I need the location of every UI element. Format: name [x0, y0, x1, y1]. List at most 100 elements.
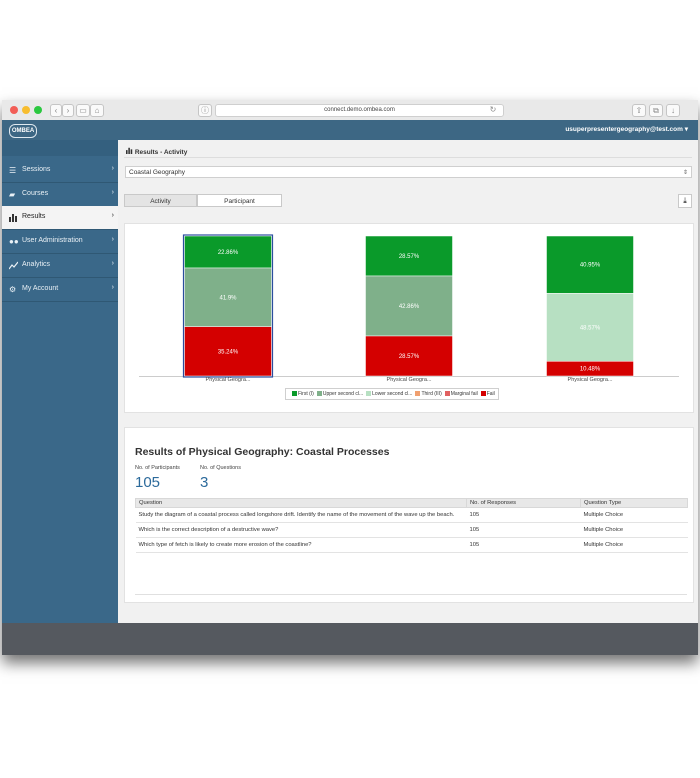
download-button[interactable]: ⤓: [678, 194, 692, 208]
sidebar-item-label: Analytics: [22, 261, 51, 268]
results-summary-card: Results of Physical Geography: Coastal P…: [124, 427, 694, 603]
session-select[interactable]: Coastal Geography ⇕: [125, 166, 692, 178]
bar-segment-3-3[interactable]: [546, 293, 634, 362]
legend-item[interactable]: Upper second cl...: [314, 391, 363, 397]
session-select-value: Coastal Geography: [129, 169, 186, 176]
line-chart-icon: [8, 261, 19, 270]
download-manager-icon[interactable]: ↓: [666, 104, 680, 117]
chevron-right-icon: ›: [111, 260, 114, 267]
info-icon[interactable]: ⓘ: [198, 104, 212, 117]
legend-item[interactable]: Marginal fail: [442, 391, 478, 397]
sidebar-item-sessions[interactable]: ☰ Sessions ›: [2, 159, 118, 183]
table-row[interactable]: Study the diagram of a coastal process c…: [135, 507, 688, 523]
questions-label: No. of Questions: [200, 465, 241, 471]
bar-segment-1-1[interactable]: [184, 235, 272, 269]
legend-label: First (I): [298, 391, 314, 397]
bar-segment-1-6[interactable]: [184, 326, 272, 377]
category-label: Physical Geogra...: [386, 377, 432, 383]
type-cell: Multiple Choice: [580, 537, 688, 553]
legend-swatch: [366, 391, 372, 397]
chevron-right-icon: ›: [111, 236, 114, 243]
bar-value-label: 35.24%: [218, 349, 239, 355]
results-title: Results of Physical Geography: Coastal P…: [135, 446, 390, 458]
type-cell: Multiple Choice: [580, 507, 688, 523]
sidebar-item-results[interactable]: Results ›: [2, 206, 118, 230]
gear-icon: ⚙: [9, 285, 17, 294]
tab-label: Participant: [224, 198, 255, 205]
tab-participant[interactable]: Participant: [197, 194, 282, 207]
legend-label: Fail: [486, 391, 495, 397]
sidebar-item-courses[interactable]: ▰ Courses ›: [2, 183, 118, 207]
bar-segment-2-6[interactable]: [365, 335, 453, 377]
forward-button[interactable]: ›: [62, 104, 74, 117]
close-window-button[interactable]: [10, 106, 18, 114]
back-button[interactable]: ‹: [50, 104, 62, 117]
legend-item[interactable]: Lower second cl...: [363, 391, 412, 397]
legend-item[interactable]: First (I): [289, 391, 314, 397]
legend-label: Upper second cl...: [322, 391, 364, 397]
legend-swatch: [292, 391, 297, 397]
sidebar-item-label: User Administration: [22, 237, 83, 244]
chevron-right-icon: ›: [111, 212, 114, 219]
stacked-bar-chart: 22.86% 41.9% 35.24% 28.57% 42.86% 28.57% 40.95…: [139, 234, 679, 378]
bar-segment-3-1[interactable]: [546, 235, 634, 294]
zoom-window-button[interactable]: [34, 106, 42, 114]
url-text: connect.demo.ombea.com: [324, 107, 395, 113]
bar-chart-icon: [9, 213, 19, 222]
bar-segment-1-2[interactable]: [184, 267, 272, 327]
caret-down-icon: ▾: [684, 126, 688, 133]
main-content: Results - Activity Coastal Geography ⇕ A…: [118, 140, 698, 623]
list-icon: ☰: [9, 166, 17, 175]
participants-label: No. of Participants: [135, 465, 180, 471]
table-row[interactable]: Which type of fetch is likely to create …: [135, 537, 688, 553]
user-email: usuperpresentergeography@test.com: [565, 126, 683, 133]
tab-label: Activity: [150, 198, 171, 205]
bar-value-label: 41.9%: [219, 295, 237, 301]
reload-icon[interactable]: ↻: [489, 105, 497, 114]
sidebar-toggle-icon[interactable]: ▭: [76, 104, 90, 117]
legend-swatch: [415, 391, 421, 397]
folder-icon: ▰: [9, 190, 16, 199]
sidebar-item-analytics[interactable]: Analytics ›: [2, 254, 118, 278]
table-row[interactable]: Which is the correct description of a de…: [135, 522, 688, 538]
legend-label: Marginal fail: [450, 391, 478, 397]
browser-window: ‹ › ▭ ⌂ ⓘ connect.demo.ombea.com ↻ ⇧ ⧉ ↓…: [2, 100, 698, 655]
user-menu[interactable]: usuperpresentergeography@test.com ▾: [565, 125, 688, 133]
share-icon[interactable]: ⇧: [632, 104, 646, 117]
tab-activity[interactable]: Activity: [124, 194, 197, 207]
sidebar-item-my-account[interactable]: ⚙ My Account ›: [2, 278, 118, 302]
selected-bar-outline: [182, 234, 274, 378]
legend-swatch: [316, 391, 322, 397]
column-header-type[interactable]: Question Type: [580, 498, 688, 508]
legend-label: Lower second cl...: [372, 391, 413, 397]
page-title: Results - Activity: [134, 149, 188, 156]
users-icon: ●●: [9, 237, 19, 246]
sidebar-item-label: Sessions: [22, 166, 51, 173]
minimize-window-button[interactable]: [22, 106, 30, 114]
responses-cell: 105: [466, 537, 581, 553]
bar-segment-3-6[interactable]: [546, 361, 634, 377]
column-header-question[interactable]: Question: [135, 498, 467, 508]
bar-value-label: 28.57%: [399, 354, 420, 360]
question-cell: Study the diagram of a coastal process c…: [135, 507, 467, 523]
home-icon[interactable]: ⌂: [90, 104, 104, 117]
column-header-responses[interactable]: No. of Responses: [466, 498, 581, 508]
legend-item[interactable]: Fail: [478, 391, 495, 397]
bar-value-label: 22.86%: [218, 250, 239, 256]
breadcrumb: Results - Activity: [126, 147, 187, 156]
legend-item[interactable]: Third (III): [412, 391, 442, 397]
legend-swatch: [444, 391, 450, 397]
download-icon: ⤓: [683, 196, 687, 205]
question-cell: Which is the correct description of a de…: [135, 522, 467, 538]
legend-label: Third (III): [421, 391, 442, 397]
questions-table: Question No. of Responses Question Type …: [135, 498, 688, 553]
sidebar-header: [2, 140, 118, 156]
select-arrows-icon: ⇕: [682, 170, 688, 176]
ombea-logo: OMBEA: [9, 124, 37, 138]
url-bar[interactable]: connect.demo.ombea.com: [215, 104, 504, 117]
tabs-icon[interactable]: ⧉: [649, 104, 663, 117]
app-header: OMBEA usuperpresentergeography@test.com …: [2, 120, 698, 140]
question-cell: Which type of fetch is likely to create …: [135, 537, 467, 553]
sidebar: ☰ Sessions › ▰ Courses › Results › ●● Us…: [2, 140, 118, 623]
sidebar-item-user-administration[interactable]: ●● User Administration ›: [2, 230, 118, 254]
